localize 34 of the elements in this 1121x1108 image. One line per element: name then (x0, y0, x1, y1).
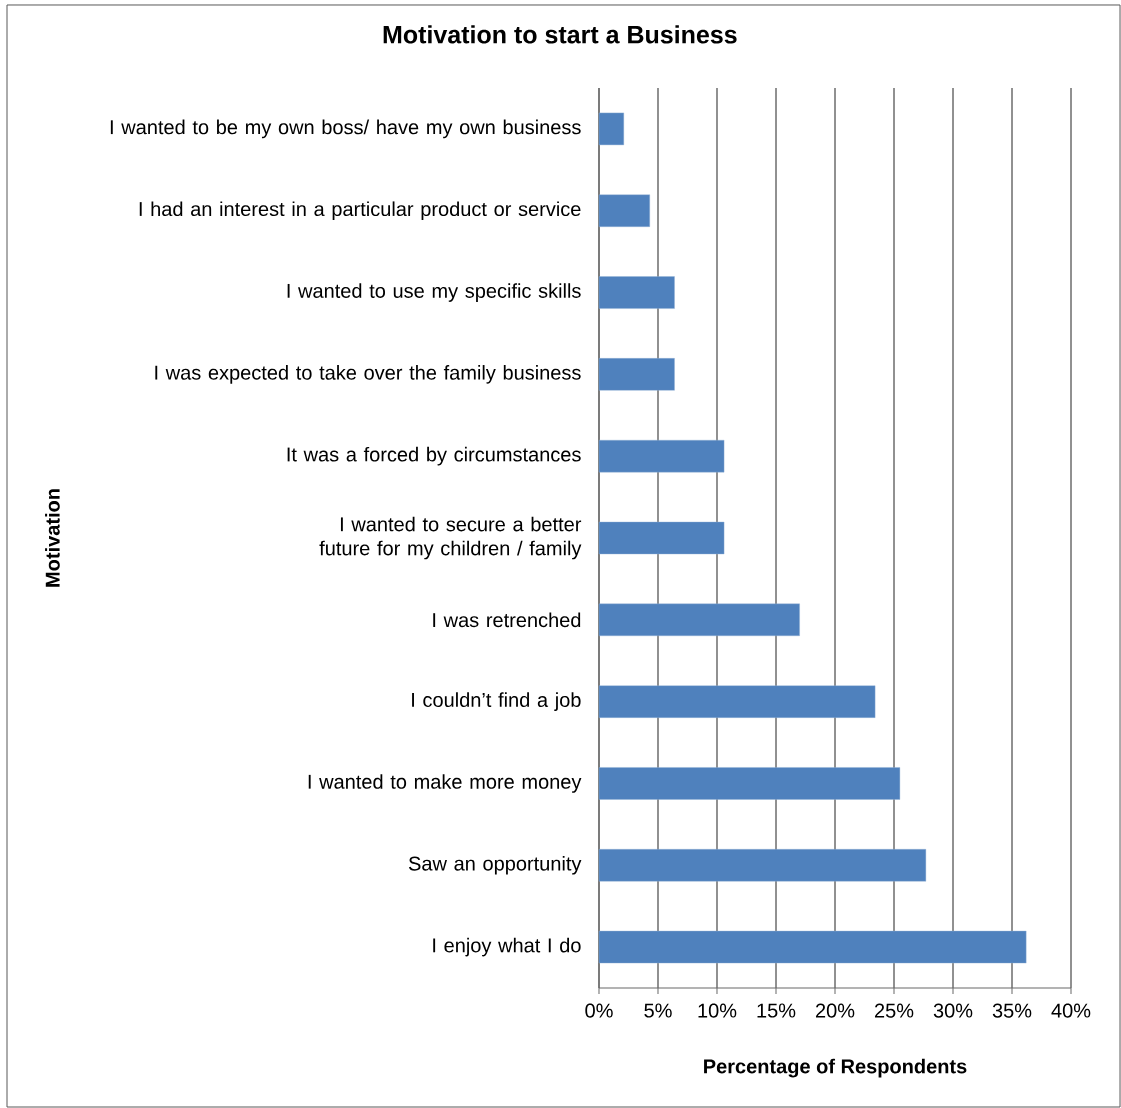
bar (598, 603, 800, 637)
bar (598, 276, 675, 309)
x-tick-label: 30% (933, 1003, 973, 1018)
y-tick-label: Saw an opportunity (408, 855, 582, 875)
bar (598, 685, 876, 718)
x-axis-title: Percentage of Respondents (704, 1058, 967, 1078)
x-tick-label: 35% (992, 1003, 1032, 1018)
y-tick-label: I enjoy what I do (433, 937, 581, 957)
y-tick-label: I wanted to be my own boss/ have my own business (110, 119, 581, 139)
y-tick-label: I wanted to make more money (308, 774, 582, 793)
y-tick-label: I was retrenched (433, 612, 581, 628)
bar (598, 930, 1027, 964)
x-tick-label: 10% (698, 1003, 737, 1018)
y-axis-title: Motivation (45, 489, 60, 587)
x-tick-label: 25% (874, 1003, 914, 1018)
x-tick-label: 0% (585, 1003, 613, 1018)
bar (598, 439, 725, 473)
y-tick-label: I was expected to take over the family business (155, 365, 581, 384)
x-tick-label: 5% (644, 1003, 672, 1018)
bar (598, 194, 650, 227)
x-tick-label: 15% (757, 1003, 796, 1018)
y-tick-label: I wanted to secure a better future for my children / family (319, 516, 582, 560)
bar (598, 358, 675, 391)
y-tick-label: It was a forced by circumstances (287, 446, 581, 466)
x-tick-label: 40% (1051, 1003, 1091, 1018)
y-tick-label: I wanted to use my specific skills (287, 283, 581, 302)
bar (598, 849, 927, 882)
bar (598, 521, 725, 555)
chart-title: Motivation to start a Business (383, 25, 737, 44)
bar (598, 767, 901, 800)
x-tick-label: 20% (815, 1003, 855, 1018)
y-tick-label: I had an interest in a particular product or service (139, 201, 581, 221)
bar (598, 112, 624, 146)
y-tick-label: I couldn’t find a job (412, 692, 581, 711)
